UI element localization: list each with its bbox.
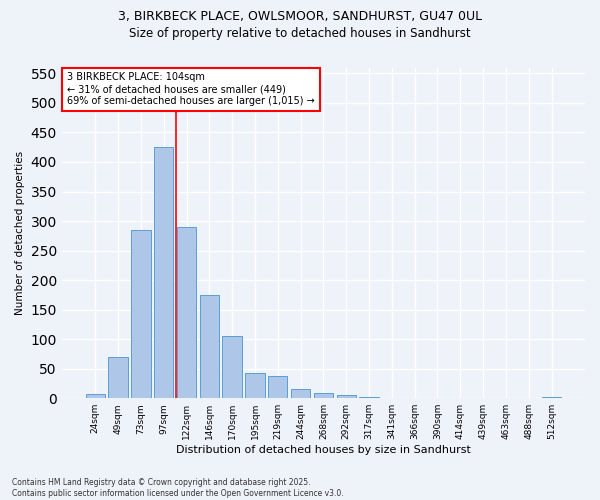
Bar	[542, 397, 561, 398]
Bar	[223, 336, 242, 398]
Text: 3, BIRKBECK PLACE, OWLSMOOR, SANDHURST, GU47 0UL: 3, BIRKBECK PLACE, OWLSMOOR, SANDHURST, …	[118, 10, 482, 23]
Text: 3 BIRKBECK PLACE: 104sqm
← 31% of detached houses are smaller (449)
69% of semi-: 3 BIRKBECK PLACE: 104sqm ← 31% of detach…	[67, 72, 315, 106]
Y-axis label: Number of detached properties: Number of detached properties	[15, 151, 25, 315]
Bar	[359, 397, 379, 398]
X-axis label: Distribution of detached houses by size in Sandhurst: Distribution of detached houses by size …	[176, 445, 471, 455]
Bar	[268, 376, 287, 398]
Text: Contains HM Land Registry data © Crown copyright and database right 2025.
Contai: Contains HM Land Registry data © Crown c…	[12, 478, 344, 498]
Bar	[131, 230, 151, 398]
Bar	[245, 374, 265, 398]
Bar	[314, 394, 333, 398]
Bar	[109, 357, 128, 398]
Bar	[337, 396, 356, 398]
Bar	[154, 147, 173, 398]
Bar	[291, 390, 310, 398]
Bar	[86, 394, 105, 398]
Bar	[177, 227, 196, 398]
Text: Size of property relative to detached houses in Sandhurst: Size of property relative to detached ho…	[129, 28, 471, 40]
Bar	[200, 295, 219, 398]
